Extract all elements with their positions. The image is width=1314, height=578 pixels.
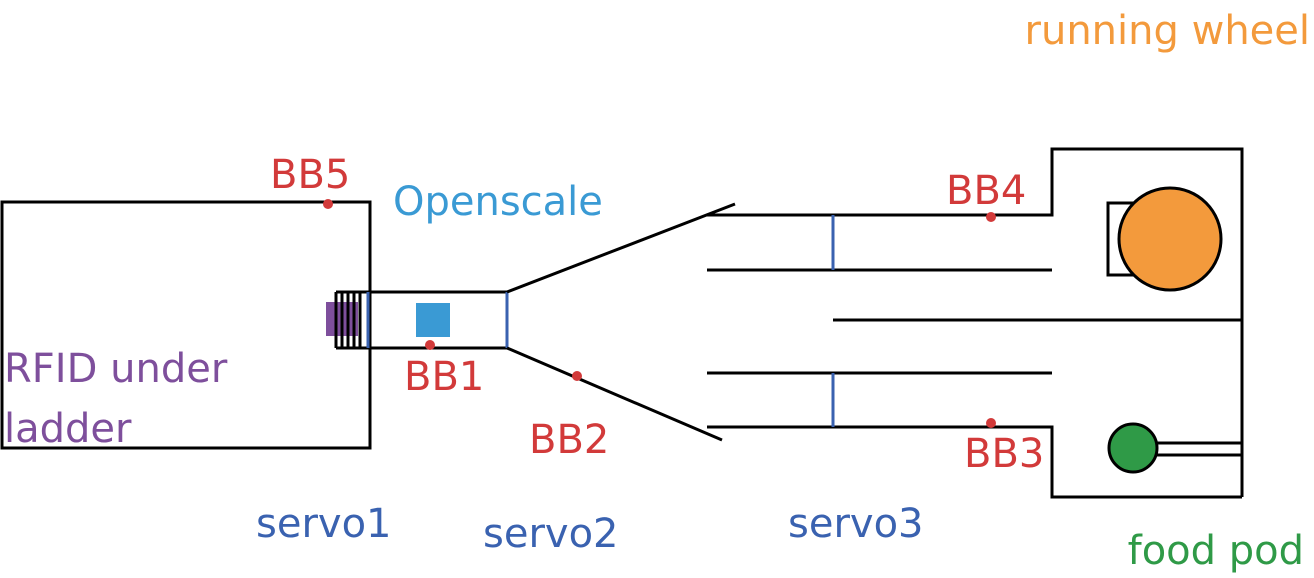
bb3-dot	[986, 418, 996, 428]
servo2-label: servo2	[483, 511, 619, 557]
openscale-platform	[416, 303, 450, 337]
food-pod-feed-line	[1156, 441, 1242, 457]
bb5-label: BB5	[270, 152, 350, 198]
ladder	[334, 292, 362, 348]
bb4-label: BB4	[946, 168, 1026, 214]
bb3-label: BB3	[964, 431, 1044, 477]
running-wheel-label: running wheel	[1025, 8, 1310, 54]
rfid-label-line2: ladder	[4, 406, 132, 452]
scale-tube	[336, 290, 507, 350]
openscale-label: Openscale	[393, 179, 603, 225]
bb4-dot	[986, 212, 996, 222]
food-pod	[1107, 422, 1159, 474]
funnel	[506, 202, 736, 442]
bb2-label: BB2	[529, 417, 609, 463]
bb1-dot	[425, 340, 435, 350]
home-cage	[0, 200, 372, 450]
bb5-dot	[323, 199, 333, 209]
bb2-dot	[572, 371, 582, 381]
rfid-label-line1: RFID under	[4, 346, 228, 392]
beam-break-dots	[323, 199, 996, 428]
servo1-label: servo1	[256, 501, 392, 547]
bb1-label: BB1	[404, 354, 484, 400]
food-pod-label: food pod	[1128, 528, 1304, 574]
servo3-label: servo3	[788, 501, 924, 547]
running-wheel	[1117, 186, 1223, 292]
corridors	[707, 147, 1244, 499]
